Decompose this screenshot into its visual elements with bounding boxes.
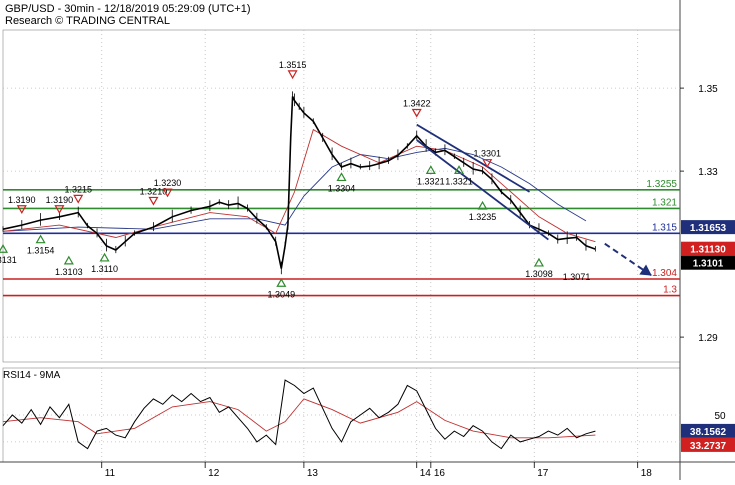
- marker-down-3: [148, 196, 159, 206]
- annotation-label-15: 1.3321: [445, 176, 473, 186]
- axis-layer: 1.351.331.295030111213141617181.316531.3…: [101, 84, 735, 479]
- rsi-line: [2, 379, 596, 450]
- annotation-label-16: 1.3235: [469, 212, 497, 222]
- annotation-label-12: 1.3049: [268, 289, 296, 299]
- marker-up-13: [336, 172, 347, 182]
- trend-line-1: [416, 139, 549, 241]
- x-tick-label-1: 12: [208, 468, 220, 479]
- annotation-label-8: 1.3131: [0, 255, 17, 265]
- marker-down-7: [482, 159, 493, 168]
- x-tick-label-4: 16: [434, 468, 446, 479]
- annotation-label-7: 1.3301: [473, 149, 501, 159]
- annotation-label-3: 1.3210: [140, 186, 168, 196]
- marker-up-17: [533, 257, 544, 267]
- annotation-label-0: 1.3190: [8, 195, 36, 205]
- level-label-1: 1.321: [652, 197, 677, 208]
- x-tick-label-3: 14: [420, 468, 432, 479]
- marker-down-1: [54, 205, 65, 214]
- rsi-ma-line: [2, 398, 596, 439]
- y-tick-label-2: 1.29: [698, 333, 718, 344]
- annotation-label-6: 1.3422: [403, 98, 431, 108]
- marker-down-0: [16, 205, 27, 214]
- price-badge-bg-1: [681, 241, 735, 256]
- annotation-label-13: 1.3304: [328, 183, 356, 193]
- rsi-plot-frame: [2, 367, 681, 463]
- marker-down-5: [287, 70, 298, 80]
- marker-up-11: [99, 252, 110, 262]
- annotation-label-11: 1.3110: [91, 264, 118, 274]
- levels-layer: 1.3255 1.321 1.315 1.304 1.3: [3, 179, 680, 297]
- marker-down-6: [411, 108, 422, 118]
- rsi-badge-bg-0: [681, 423, 735, 438]
- marker-up-15: [454, 165, 465, 174]
- rsi-badge-bg-1: [681, 437, 735, 452]
- x-tick-label-0: 11: [105, 468, 116, 479]
- annotation-label-4: 1.3230: [154, 178, 182, 188]
- annotation-label-5: 1.3515: [279, 60, 307, 70]
- x-tick-label-6: 18: [641, 468, 653, 479]
- trend-line-0: [416, 123, 531, 193]
- rsi-badge-label-1: 33.2737: [690, 441, 727, 452]
- annotation-label-9: 1.3154: [27, 246, 55, 256]
- price-badge-bg-2: [681, 255, 735, 270]
- price-badge-label-2: 1.3101: [693, 259, 724, 270]
- price-badge-label-1: 1.31130: [690, 245, 726, 256]
- annotation-label-1: 1.3190: [46, 195, 74, 205]
- chart-subtitle: Research © TRADING CENTRAL: [5, 15, 170, 27]
- price-badge-label-0: 1.31653: [690, 223, 727, 234]
- level-label-2: 1.315: [652, 222, 677, 233]
- rsi-badge-label-0: 38.1562: [690, 427, 727, 438]
- annotation-label-2: 1.3215: [64, 184, 92, 194]
- marker-up-12: [276, 278, 287, 287]
- main-plot-frame: [2, 29, 681, 363]
- annotation-label-18: 1.3071: [563, 272, 591, 282]
- annotation-label-14: 1.3321: [417, 176, 445, 186]
- marker-up-16: [477, 200, 488, 210]
- level-label-4: 1.3: [663, 285, 677, 296]
- trendline-layer: [416, 123, 653, 277]
- marker-up-10: [63, 255, 74, 265]
- marker-up-8: [0, 244, 9, 253]
- price-badge-bg-0: [681, 220, 735, 235]
- level-label-0: 1.3255: [646, 179, 677, 190]
- y-tick-label-1: 1.33: [698, 167, 718, 178]
- level-label-3: 1.304: [652, 268, 677, 279]
- marker-down-2: [73, 194, 84, 204]
- forecast-arrow-head: [639, 264, 652, 276]
- marker-up-14: [425, 165, 436, 174]
- x-tick-label-2: 13: [307, 468, 319, 479]
- price-layer: [2, 91, 596, 275]
- rsi-y-tick-label-0: 50: [714, 411, 726, 422]
- y-tick-label-0: 1.35: [698, 84, 718, 95]
- rsi-title: RSI14 - 9MA: [3, 370, 61, 381]
- x-tick-label-5: 17: [537, 468, 549, 479]
- grid-layer: [3, 30, 680, 462]
- annotation-label-10: 1.3103: [55, 267, 83, 277]
- chart-title: GBP/USD - 30min - 12/18/2019 05:29:09 (U…: [5, 3, 250, 15]
- annotation-label-17: 1.3098: [525, 269, 553, 279]
- marker-down-4: [162, 188, 173, 198]
- rsi-layer: [2, 379, 596, 450]
- marker-up-9: [35, 234, 46, 244]
